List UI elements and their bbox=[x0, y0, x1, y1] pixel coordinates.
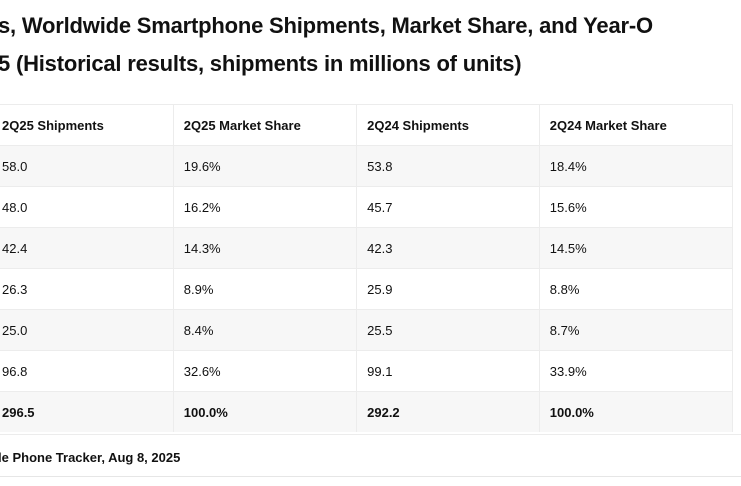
source-note: le Phone Tracker, Aug 8, 2025 bbox=[0, 450, 181, 465]
table-row: 25.0 8.4% 25.5 8.7% bbox=[0, 309, 734, 351]
table-cell: 16.2% bbox=[173, 186, 358, 228]
table-cell: 96.8 bbox=[0, 350, 174, 392]
header-row: 2Q25 Shipments 2Q25 Market Share 2Q24 Sh… bbox=[0, 104, 734, 146]
shipments-table: 2Q25 Shipments 2Q25 Market Share 2Q24 Sh… bbox=[0, 104, 734, 432]
table-cell: 19.6% bbox=[173, 145, 358, 187]
table-bottom-border bbox=[0, 434, 741, 435]
table-cell: 33.9% bbox=[539, 350, 734, 392]
table-cell: 48.0 bbox=[0, 186, 174, 228]
table-row: 42.4 14.3% 42.3 14.5% bbox=[0, 227, 734, 269]
table-cell: 99.1 bbox=[356, 350, 540, 392]
table-cell: 15.6% bbox=[539, 186, 734, 228]
total-row: 296.5 100.0% 292.2 100.0% bbox=[0, 391, 734, 432]
table-cell: 8.7% bbox=[539, 309, 734, 351]
table-row: 96.8 32.6% 99.1 33.9% bbox=[0, 350, 734, 392]
table-cell: 42.3 bbox=[356, 227, 540, 269]
table-cell: 32.6% bbox=[173, 350, 358, 392]
table-cell: 45.7 bbox=[356, 186, 540, 228]
table-cell: 53.8 bbox=[356, 145, 540, 187]
table-cell: 58.0 bbox=[0, 145, 174, 187]
table-cell: 8.8% bbox=[539, 268, 734, 310]
table-row: 58.0 19.6% 53.8 18.4% bbox=[0, 145, 734, 187]
table-cell: 25.0 bbox=[0, 309, 174, 351]
table-row: 26.3 8.9% 25.9 8.8% bbox=[0, 268, 734, 310]
table-cell: 8.9% bbox=[173, 268, 358, 310]
column-header: 2Q25 Market Share bbox=[173, 104, 358, 146]
table-cell: 292.2 bbox=[356, 391, 540, 432]
table-cell: 8.4% bbox=[173, 309, 358, 351]
table-cell: 25.5 bbox=[356, 309, 540, 351]
table-subtitle: 5 (Historical results, shipments in mill… bbox=[0, 51, 522, 76]
column-header: 2Q24 Market Share bbox=[539, 104, 734, 146]
column-header: 2Q24 Shipments bbox=[356, 104, 540, 146]
table-cell: 14.5% bbox=[539, 227, 734, 269]
table-row: 48.0 16.2% 45.7 15.6% bbox=[0, 186, 734, 228]
table-cell: 42.4 bbox=[0, 227, 174, 269]
table-cell: 26.3 bbox=[0, 268, 174, 310]
divider bbox=[0, 476, 741, 477]
table-title: s, Worldwide Smartphone Shipments, Marke… bbox=[0, 13, 653, 38]
table-cell: 14.3% bbox=[173, 227, 358, 269]
table-cell: 100.0% bbox=[173, 391, 358, 432]
table-cell: 25.9 bbox=[356, 268, 540, 310]
table-cell: 18.4% bbox=[539, 145, 734, 187]
table-cell: 100.0% bbox=[539, 391, 734, 432]
column-header: 2Q25 Shipments bbox=[0, 104, 174, 146]
table-cell: 296.5 bbox=[0, 391, 174, 432]
